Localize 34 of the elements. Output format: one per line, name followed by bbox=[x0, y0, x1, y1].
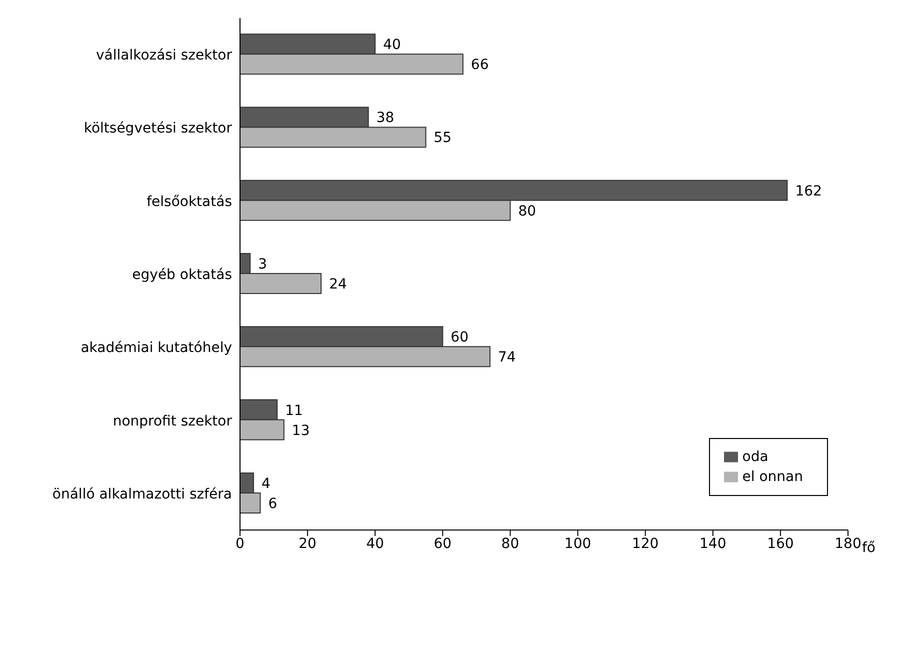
data-label: 60 bbox=[450, 330, 468, 346]
x-tick-label: 20 bbox=[298, 536, 316, 552]
x-tick-label: 0 bbox=[236, 536, 244, 552]
data-label: 66 bbox=[470, 57, 489, 74]
legend-label: el onnan bbox=[742, 469, 803, 485]
x-axis-title: fő bbox=[862, 540, 876, 556]
data-label: 11 bbox=[285, 402, 303, 419]
x-tick-label: 160 bbox=[767, 536, 794, 552]
data-label: 38 bbox=[376, 110, 394, 126]
y-tick-label: felsőoktatás bbox=[146, 194, 232, 210]
x-tick-label: 140 bbox=[700, 536, 726, 552]
x-tick-label: 120 bbox=[632, 536, 659, 552]
legend-label: oda bbox=[742, 449, 768, 465]
x-tick-label: 100 bbox=[564, 536, 592, 552]
data-label: 6 bbox=[268, 496, 278, 512]
data-label: 80 bbox=[518, 203, 536, 220]
y-tick-label: nonprofit szektor bbox=[112, 413, 232, 430]
y-tick-label: egyéb oktatás bbox=[132, 266, 232, 283]
y-tick-label: költségvetési szektor bbox=[84, 120, 232, 137]
x-tick-label: 180 bbox=[834, 536, 862, 552]
y-tick-label: vállalkozási szektor bbox=[96, 48, 232, 64]
x-tick-label: 60 bbox=[434, 536, 452, 552]
data-label: 40 bbox=[383, 37, 401, 54]
data-label: 4 bbox=[262, 476, 271, 492]
data-label: 74 bbox=[498, 350, 516, 366]
data-label: 24 bbox=[329, 276, 347, 292]
x-tick-label: 40 bbox=[366, 536, 384, 552]
data-label: 13 bbox=[292, 422, 310, 439]
y-tick-label: akadémiai kutatóhely bbox=[80, 340, 232, 356]
x-tick-label: 80 bbox=[501, 536, 520, 552]
y-tick-label: önálló alkalmazotti szféra bbox=[52, 486, 232, 502]
data-label: 3 bbox=[258, 256, 268, 272]
data-label: 55 bbox=[434, 130, 452, 146]
data-label: 162 bbox=[795, 183, 822, 200]
